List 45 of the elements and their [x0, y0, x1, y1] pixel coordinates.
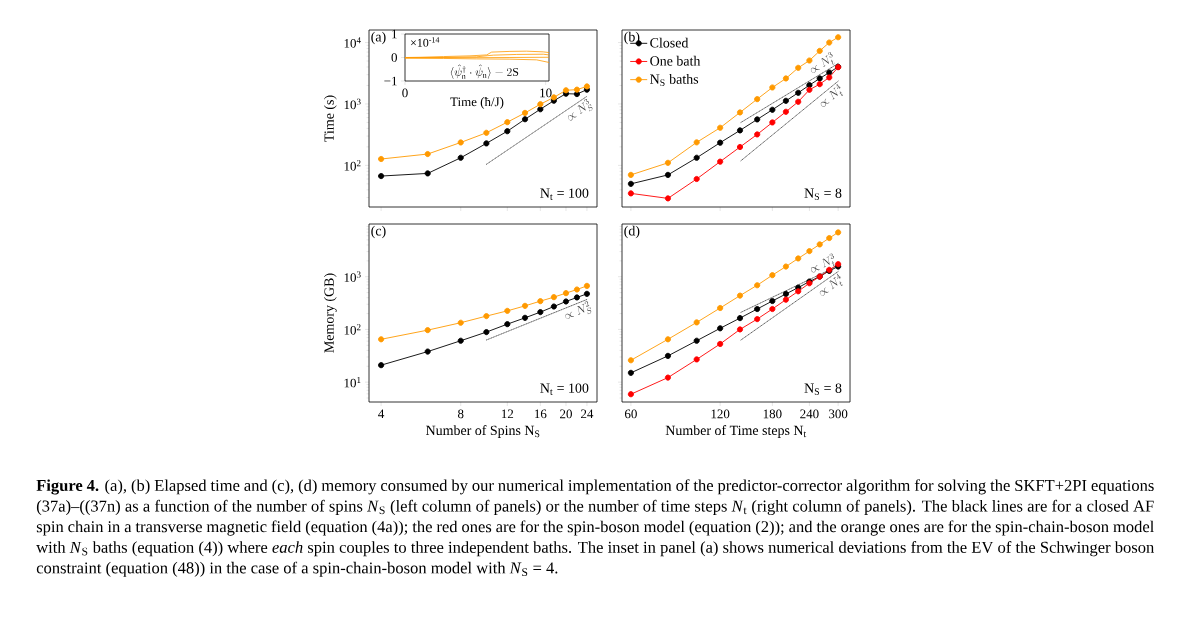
- legend-label: One bath: [650, 55, 701, 66]
- y-axis-title: Memory (GB): [323, 273, 337, 353]
- annotation: ×10$^{-14}$: [411, 37, 440, 47]
- series-label: $\propto N_{t}^{4}$: [819, 273, 843, 296]
- chart-title: (c): [371, 225, 386, 239]
- y-axis-title: Time (s): [324, 95, 337, 142]
- x-axis-title: Number of Spins N$_{S}$: [426, 425, 540, 438]
- text: Figure 4. (a), (b) Elapsed time and (c), (d) memory consumed by our numerical implementation of the predictor-corrector algorithm for solving the SKFT+2PI equations (37a)–((37n) as a function of the number of spins N$_{S}$ (left column of panels) or the number of time steps N$_{t}$ (right column of panels). The black lines are for a closed AF spin chain in a transverse magnetic field (equation (4a)); the red ones are for the spin-boson model (equation (2)); and the orange ones are for the spin-chain-boson model with N$_{S}$ baths (equation (4)) where each spin couples to three independent baths. The inset in panel (a) shows numerical deviations from the EV of the Schwinger boson constraint (equation (48)) in the case of a spin-chain-boson model with N$_{S}$ = 4.: [36, 479, 1155, 577]
- x-tick-label: 4: [378, 409, 385, 419]
- x-axis-title: Time (ħ/J): [450, 97, 504, 109]
- x-tick-label: 24: [581, 409, 594, 419]
- y-tick-label: 10$^{2}$: [344, 160, 361, 171]
- x-tick-label: 300: [829, 409, 848, 419]
- y-tick-label: 0: [391, 53, 397, 62]
- annotation: N$_{t}$ = 100: [540, 383, 589, 395]
- x-tick-label: 60: [624, 409, 637, 419]
- series-label: $\propto N_{S}^{3}$: [567, 99, 593, 121]
- annotation: N$_{S}$ = 8: [804, 188, 842, 200]
- chart-title: (a): [371, 31, 386, 45]
- y-tick-label: −1: [384, 76, 397, 86]
- y-tick-label: 10$^{2}$: [344, 324, 361, 335]
- x-tick-label: 180: [763, 409, 782, 419]
- x-tick-label: 240: [800, 409, 819, 419]
- legend-label: N$_{S}$ baths: [650, 74, 699, 86]
- y-tick-label: 10$^{3}$: [344, 98, 361, 110]
- series-label: $\propto N_{S}^{2}$: [565, 301, 592, 320]
- annotation: N$_{S}$ = 8: [804, 383, 842, 395]
- x-tick-label: 10: [540, 88, 552, 98]
- y-tick-label: 10$^{1}$: [344, 376, 361, 388]
- chart-title: (d): [624, 225, 640, 239]
- series-label: $\propto N_{t}^{3}$: [811, 253, 835, 273]
- x-axis-title: Number of Time steps N$_{t}$: [665, 425, 807, 438]
- y-tick-label: 10$^{3}$: [344, 271, 361, 282]
- annotation: $\langle\hat{\psi}^{\dagger}_{\mathrm{n}}\cdot\hat{\psi}_{\mathrm{n}}\rangle-2\mathrm{S}$: [450, 64, 519, 79]
- x-tick-label: 120: [711, 409, 730, 419]
- series-label: $\propto N_{t}^{3}$: [810, 52, 835, 73]
- x-tick-label: 8: [458, 409, 464, 419]
- x-tick-label: 20: [560, 409, 572, 419]
- y-tick-label: 1: [392, 29, 397, 39]
- x-tick-label: 12: [501, 409, 514, 419]
- annotation: N$_{t}$ = 100: [540, 188, 589, 200]
- x-tick-label: 16: [535, 409, 547, 419]
- series-label: $\propto N_{t}^{4}$: [820, 83, 844, 107]
- y-tick-label: 10$^{4}$: [344, 37, 361, 48]
- legend-label: Closed: [650, 37, 689, 48]
